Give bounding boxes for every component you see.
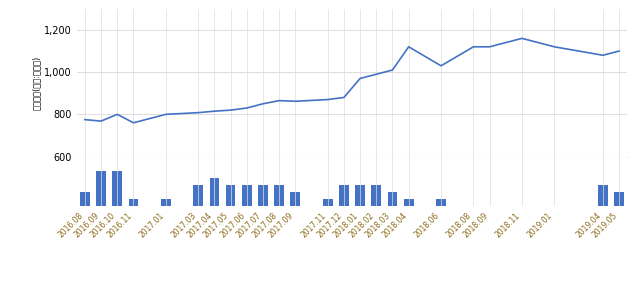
Bar [291, 192, 300, 206]
Bar [96, 171, 106, 206]
Bar [355, 185, 365, 206]
Bar [80, 192, 90, 206]
Bar [371, 185, 381, 206]
Bar [436, 199, 446, 206]
Bar [404, 199, 413, 206]
Bar [209, 178, 220, 206]
Bar [275, 185, 284, 206]
Bar [614, 192, 624, 206]
Bar [113, 171, 122, 206]
Bar [242, 185, 252, 206]
Bar [339, 185, 349, 206]
Bar [226, 185, 236, 206]
Bar [193, 185, 203, 206]
Bar [598, 185, 608, 206]
Bar [388, 192, 397, 206]
Bar [323, 199, 333, 206]
Y-axis label: 거래금액(단위:백만원): 거래금액(단위:백만원) [33, 56, 42, 110]
Bar [161, 199, 171, 206]
Bar [129, 199, 138, 206]
Bar [258, 185, 268, 206]
